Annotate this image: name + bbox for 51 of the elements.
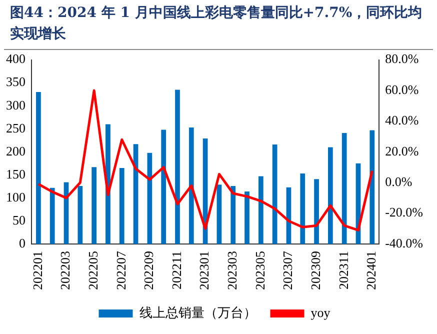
bar — [328, 147, 333, 244]
bar — [314, 179, 319, 244]
y-tick-label: 0 — [19, 235, 26, 250]
x-tick-label: 202305 — [252, 251, 268, 290]
y-tick-label: 50 — [12, 212, 26, 228]
y2-tick-label: 20.0% — [385, 143, 419, 158]
bar — [175, 90, 180, 244]
bar — [300, 174, 306, 244]
bar — [216, 184, 222, 244]
y-tick-label: 250 — [6, 120, 26, 136]
x-tick-label: 202303 — [224, 251, 240, 290]
y2-tick-label: -20.0% — [385, 204, 424, 220]
x-tick-label: 202307 — [280, 250, 296, 290]
bar — [119, 168, 124, 244]
y-tick-label: 200 — [6, 143, 26, 158]
bar — [244, 192, 250, 244]
x-tick-label: 202201 — [30, 251, 45, 290]
y-tick-label: 400 — [6, 51, 26, 66]
bar — [370, 130, 375, 244]
chart-title: 图44：2024 年 1 月中国线上彩电零售量同比+7.7%，同环比均实现增长 — [4, 0, 433, 50]
x-tick-label: 202401 — [364, 251, 379, 290]
x-tick-label: 202209 — [141, 251, 156, 290]
bar — [258, 176, 264, 244]
y2-tick-label: 40.0% — [385, 112, 419, 128]
x-tick-label: 202207 — [113, 250, 128, 290]
x-tick-label: 202311 — [336, 251, 351, 290]
bar — [92, 167, 96, 244]
bar — [272, 144, 278, 244]
y-tick-label: 300 — [6, 97, 26, 112]
x-tick-label: 202309 — [308, 251, 323, 290]
y-tick-label: 350 — [6, 74, 26, 90]
y2-tick-label: 0.0% — [385, 174, 412, 190]
bar — [36, 92, 41, 244]
legend-label: 线上总销量（万台） — [139, 304, 256, 320]
bar — [230, 186, 236, 244]
x-tick-label: 202301 — [196, 251, 212, 290]
bar — [188, 127, 194, 244]
x-tick-label: 202203 — [58, 251, 73, 290]
y2-tick-label: 60.0% — [385, 82, 419, 97]
x-tick-label: 202211 — [168, 251, 184, 290]
bar — [50, 188, 55, 244]
legend-label: yoy — [310, 304, 331, 320]
y-tick-label: 150 — [6, 166, 26, 182]
bar — [147, 152, 152, 244]
y-tick-label: 100 — [6, 189, 26, 204]
bar — [161, 130, 166, 244]
x-tick-label: 202205 — [85, 251, 100, 290]
y2-tick-label: 80.0% — [385, 51, 419, 66]
bar — [342, 133, 347, 244]
y2-tick-label: -40.0% — [385, 235, 424, 250]
bar — [78, 186, 83, 244]
